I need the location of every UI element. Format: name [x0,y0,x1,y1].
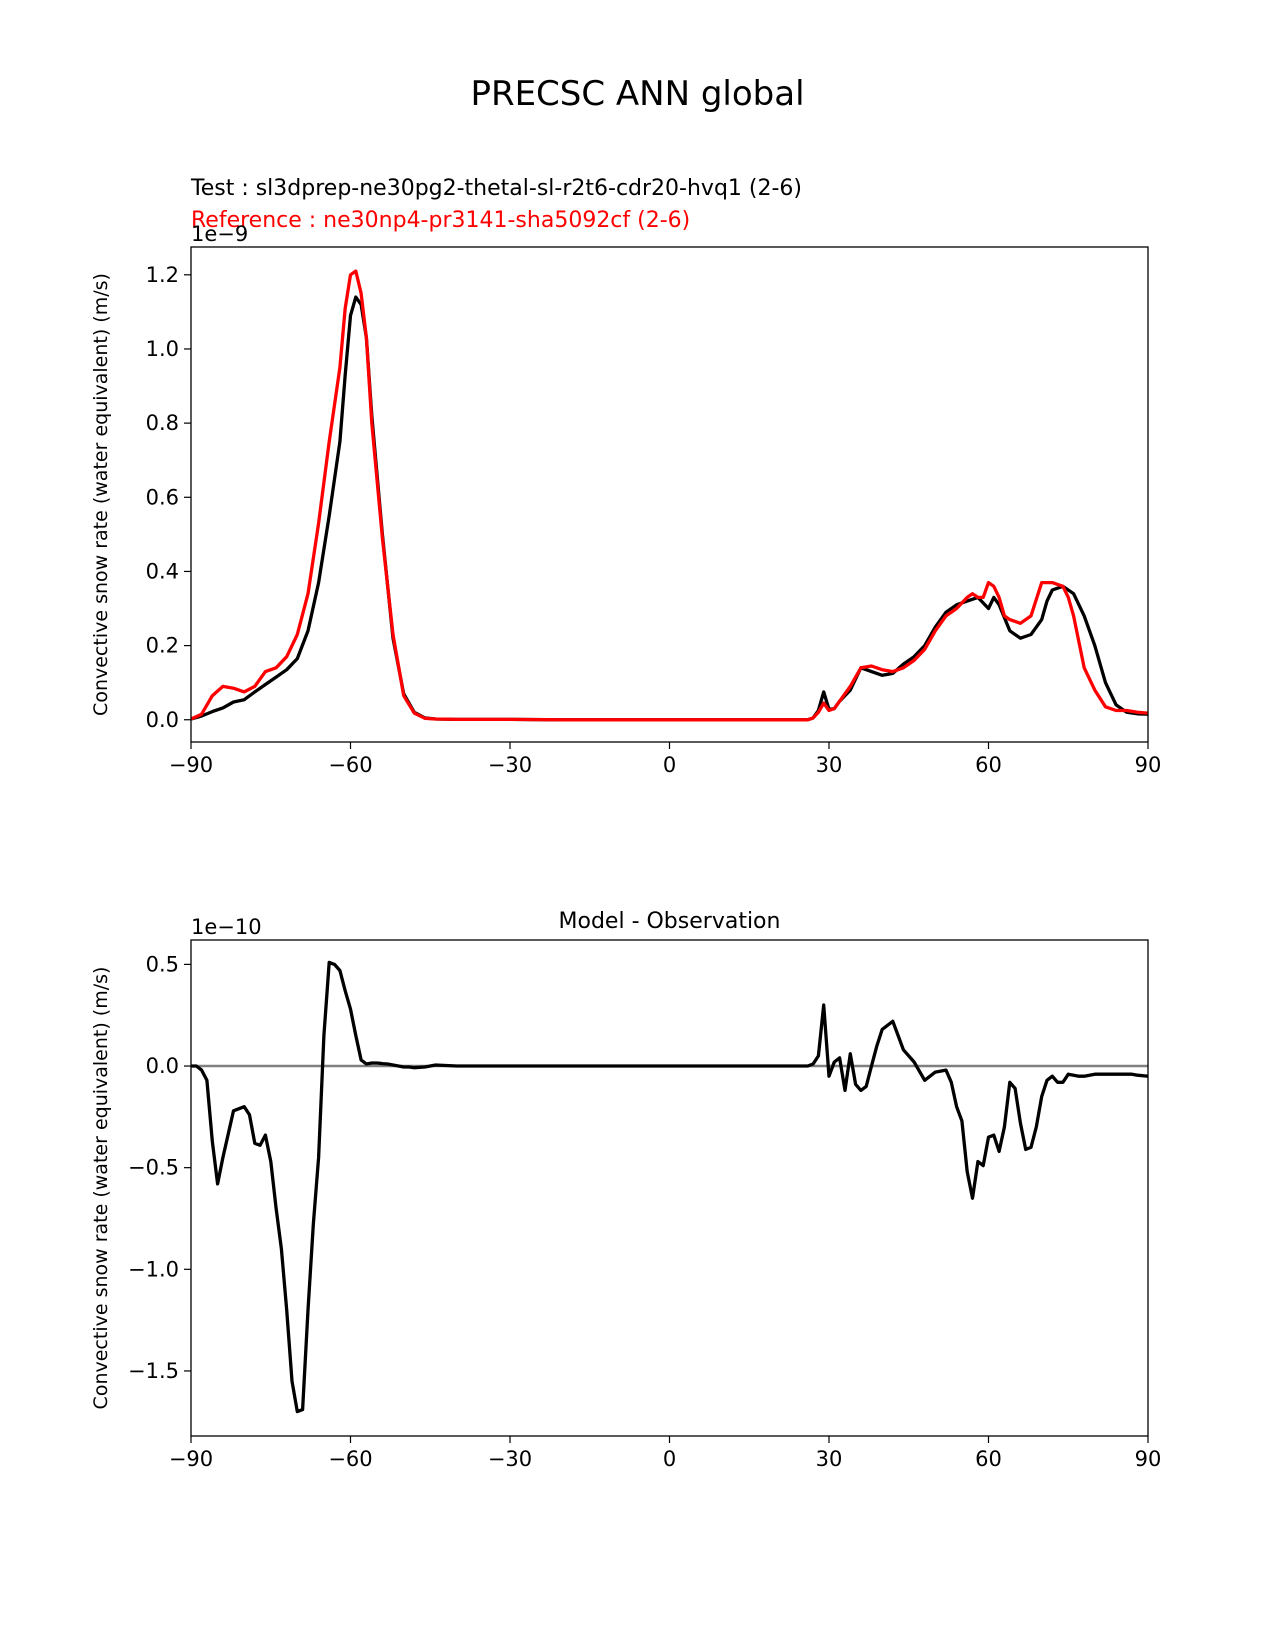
y-tick-label: 1.0 [146,337,179,361]
plot-frame [190,246,1149,743]
test-label: Test : sl3dprep-ne30pg2-thetal-sl-r2t6-c… [191,176,802,201]
y-tick-label: 0.4 [146,559,179,583]
y-tick-label: 0.2 [146,634,179,658]
y-tick-label: 0.8 [146,411,179,435]
y-offset-label: 1e−9 [191,222,248,246]
x-tick-label: −90 [169,1447,213,1471]
x-tick-label: −60 [328,1447,372,1471]
y-tick-label: −1.0 [128,1257,179,1281]
x-tick-label: −60 [328,753,372,777]
x-tick-label: −30 [488,753,532,777]
y-tick-label: 0.5 [146,952,179,976]
y-axis-label: Convective snow rate (water equivalent) … [90,273,112,716]
reference-label: Reference : ne30np4-pr3141-sha5092cf (2-… [191,208,691,233]
figure-title: PRECSC ANN global [470,74,805,114]
y-tick-label: 0.0 [146,708,179,732]
series-line-2 [190,269,1149,722]
chart-1: 1e−9 −90 −60 −30 0 30 60 90 0.0 0.2 0.4 0.6 0.8 1.0 1.… [90,222,1161,777]
x-tick-label: 60 [975,753,1002,777]
y-offset-label: 1e−10 [191,915,262,939]
plot-frame [190,939,1149,1437]
chart-2: Model - Observation 1e−10 −90 −60 −30 0 30 60 90… [90,909,1161,1471]
x-tick-label: 30 [816,1447,843,1471]
series-line-1 [190,295,1149,722]
y-tick-label: 0.0 [146,1054,179,1078]
x-tick-label: 30 [816,753,843,777]
x-tick-label: −90 [169,753,213,777]
x-tick-label: 60 [975,1447,1002,1471]
chart-title: Model - Observation [559,909,781,934]
x-tick-label: −30 [488,1447,532,1471]
y-tick-label: −1.5 [128,1359,179,1383]
series-line-1 [191,960,1149,1414]
y-tick-label: 1.2 [146,263,179,287]
y-axis-label: Convective snow rate (water equivalent) … [90,967,112,1410]
x-tick-label: 0 [663,753,676,777]
y-tick-label: −0.5 [128,1156,179,1180]
x-tick-label: 90 [1135,753,1162,777]
y-tick-label: 0.6 [146,485,179,509]
x-tick-label: 90 [1135,1447,1162,1471]
x-tick-label: 0 [663,1447,676,1471]
